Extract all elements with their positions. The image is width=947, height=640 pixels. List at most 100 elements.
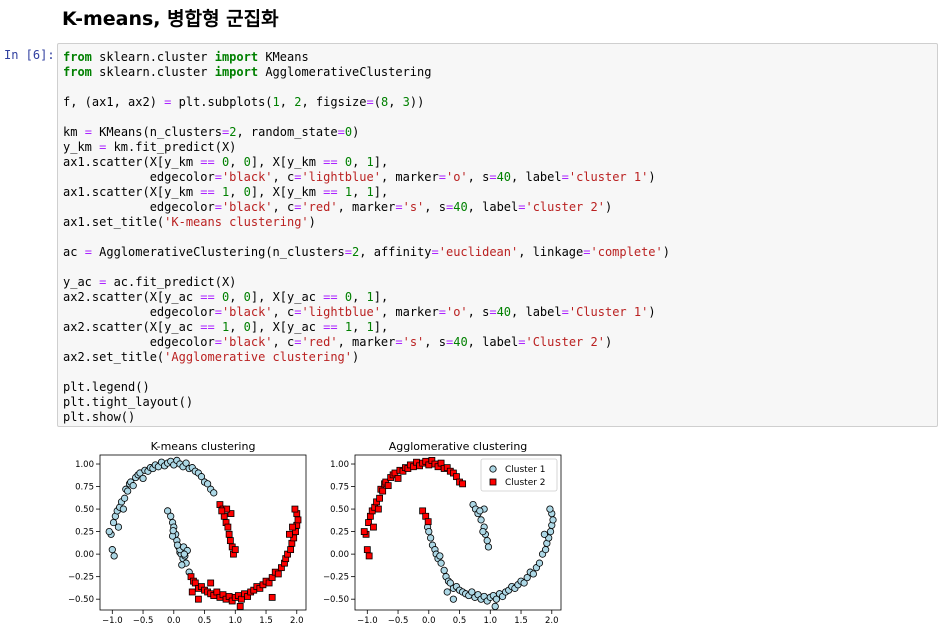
code-token: km <box>63 125 85 139</box>
code-token: edgecolor <box>63 305 215 319</box>
chart-title: K-means clustering <box>151 440 256 453</box>
data-point <box>384 482 392 490</box>
code-token: 1 <box>366 290 374 304</box>
data-point <box>114 523 123 531</box>
code-line <box>63 110 670 125</box>
code-token: , label <box>511 170 562 184</box>
code-token: ax1.scatter(X[y_km <box>63 185 201 199</box>
cell-output-figure: K-means clustering −1.0 −0.5 0.0 0.5 1.0 1.5 2.… <box>68 440 562 625</box>
code-token: = <box>561 170 569 184</box>
data-point <box>523 573 531 582</box>
code-token: edgecolor <box>63 170 215 184</box>
data-point <box>484 543 493 551</box>
code-token: 'Cluster 2' <box>525 335 605 349</box>
code-token: , <box>352 290 367 304</box>
code-line: edgecolor='black', c='red', marker='s', … <box>63 335 670 350</box>
data-point <box>291 505 299 513</box>
code-token: 's' <box>402 200 425 214</box>
code-token: ) <box>352 350 360 364</box>
code-cell[interactable]: from sklearn.cluster import KMeans from s… <box>57 43 938 427</box>
data-point <box>549 516 557 524</box>
code-token: , <box>229 185 244 199</box>
code-token: plt.show() <box>63 410 136 424</box>
code-token: 40 <box>496 305 512 319</box>
code-token: == <box>323 185 338 199</box>
data-point <box>529 570 537 578</box>
plot-frame <box>99 454 307 611</box>
code-token: ax2.scatter(X[y_ac <box>63 290 201 304</box>
code-token <box>338 320 345 334</box>
plot-frame <box>354 454 562 611</box>
code-token: ], X[y_ac <box>250 290 324 304</box>
data-point <box>535 559 544 567</box>
code-token: km.fit_predict(X) <box>106 140 237 154</box>
code-line: ax1.set_title('K-means clustering') <box>63 215 670 230</box>
code-token: , <box>229 155 244 169</box>
code-line: from sklearn.cluster import KMeans <box>63 50 670 65</box>
x-tick-label: 0.5 <box>198 616 212 625</box>
code-token: ac.fit_predict(X) <box>106 275 237 289</box>
data-point <box>294 516 302 524</box>
code-token: 'red' <box>301 200 338 214</box>
code-token: ax1.scatter(X[y_km <box>63 155 201 169</box>
code-token: , c <box>272 305 295 319</box>
data-point <box>120 494 129 502</box>
data-point <box>520 579 528 587</box>
code-token: , c <box>272 200 295 214</box>
code-token: 0 <box>243 290 251 304</box>
code-line <box>63 230 670 245</box>
code-line: plt.show() <box>63 410 670 425</box>
code-token: , s <box>424 335 446 349</box>
code-token: 1 <box>344 320 353 334</box>
code-token: , c <box>272 170 295 184</box>
code-token: 1 <box>366 320 374 334</box>
code-token: , marker <box>337 200 396 214</box>
code-token: ], X[y_ac <box>250 320 324 334</box>
data-point <box>425 527 433 536</box>
code-token: ) <box>648 170 656 184</box>
code-token: == <box>323 290 338 304</box>
code-token: = <box>294 200 302 214</box>
code-line: y_km = km.fit_predict(X) <box>63 140 670 155</box>
x-tick-label: 1.5 <box>514 616 528 625</box>
code-token: , figsize <box>301 95 367 109</box>
data-point <box>483 537 491 545</box>
code-line: f, (ax1, ax2) = plt.subplots(1, 2, figsi… <box>63 95 670 110</box>
data-point <box>110 552 118 560</box>
code-token: , label <box>511 305 562 319</box>
code-line: ax2.set_title('Agglomerative clustering'… <box>63 350 670 365</box>
code-token <box>338 290 345 304</box>
agglomerative-chart: Agglomerative clustering −1.0 −0.5 0.0 0.5 1.… <box>323 440 562 625</box>
code-token: 'lightblue' <box>301 170 381 184</box>
code-token: ( <box>373 95 381 109</box>
code-line: edgecolor='black', c='lightblue', marker… <box>63 305 670 320</box>
code-token: 's' <box>402 335 425 349</box>
data-point <box>274 570 282 578</box>
data-point <box>459 480 467 488</box>
code-editor[interactable]: from sklearn.cluster import KMeans from s… <box>63 50 670 425</box>
code-token: , marker <box>380 170 439 184</box>
code-token: = <box>214 305 222 319</box>
code-token: 0 <box>221 155 230 169</box>
code-token: 'black' <box>221 305 273 319</box>
x-tick-label: −0.5 <box>133 616 154 625</box>
code-token: = <box>583 245 591 259</box>
code-token <box>215 290 222 304</box>
code-token: , <box>388 95 403 109</box>
code-token: , s <box>424 200 446 214</box>
data-point <box>197 473 206 481</box>
x-tick-label: −1.0 <box>102 616 123 625</box>
data-point <box>164 507 172 515</box>
code-token: 2 <box>352 245 360 259</box>
data-point <box>226 537 234 545</box>
code-token: 2 <box>229 125 237 139</box>
code-token: ) <box>604 335 613 349</box>
code-token: 40 <box>453 335 468 349</box>
data-point <box>225 530 233 538</box>
x-tick-label: 2.0 <box>290 616 304 625</box>
data-point <box>449 595 457 603</box>
legend-box <box>480 458 558 492</box>
code-token: ac <box>63 245 85 259</box>
data-point <box>468 588 476 596</box>
data-point <box>129 482 137 490</box>
